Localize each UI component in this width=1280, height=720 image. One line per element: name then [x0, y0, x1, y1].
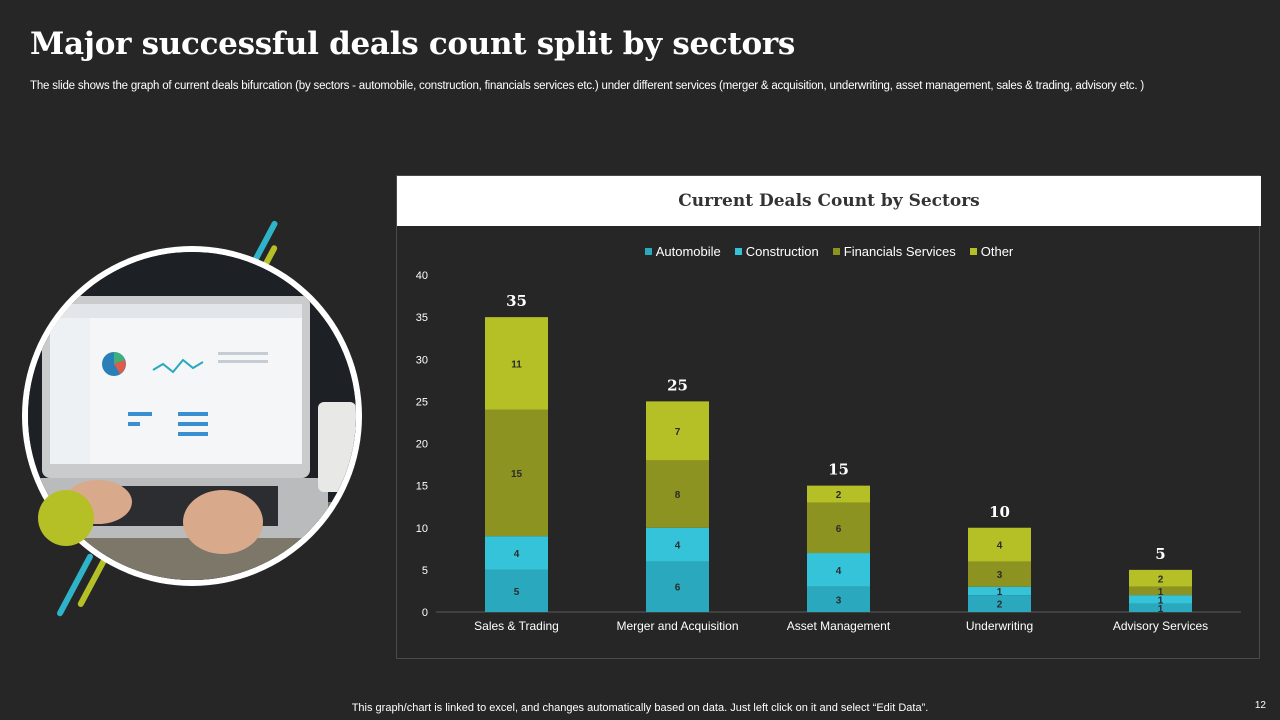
legend-label-other: Other: [980, 244, 1014, 259]
data-label: 15: [511, 469, 523, 480]
bar-segment: [1129, 595, 1192, 604]
legend-swatch-construction: [734, 248, 742, 255]
total-label: 25: [667, 376, 688, 394]
bar-segment: [485, 317, 548, 410]
total-label: 35: [506, 292, 527, 310]
y-tick-label: 30: [416, 354, 428, 366]
data-label: 8: [675, 490, 681, 501]
bar-segment: [1129, 603, 1192, 612]
bar-segment: [807, 586, 870, 612]
data-label: 7: [675, 427, 681, 438]
data-label: 6: [675, 583, 681, 594]
legend-item-other: Other: [969, 244, 1014, 259]
y-tick-label: 20: [416, 439, 428, 451]
data-label: 1: [997, 587, 1003, 598]
bar-segment: [646, 561, 709, 612]
bar-segment: [807, 485, 870, 503]
data-label: 2: [997, 600, 1003, 611]
legend-swatch-other: [969, 248, 977, 255]
x-tick-label: Merger and Acquisition: [616, 619, 738, 633]
bar-segment: [485, 569, 548, 612]
footer-note: This graph/chart is linked to excel, and…: [351, 702, 929, 714]
data-label: 4: [675, 541, 681, 552]
photo-decoration: [0, 200, 400, 620]
y-tick-label: 25: [416, 396, 428, 408]
bar-segment: [968, 561, 1031, 587]
data-label: 4: [997, 541, 1003, 552]
y-tick-label: 35: [416, 312, 428, 324]
bar-segment: [485, 409, 548, 537]
legend-label-construction: Construction: [745, 244, 819, 259]
data-label: 3: [836, 595, 842, 606]
bar-segment: [807, 502, 870, 554]
y-tick-label: 40: [416, 270, 428, 282]
chart-title: Current Deals Count by Sectors: [678, 191, 980, 211]
legend-swatch-automobile: [644, 248, 652, 255]
data-label: 5: [514, 587, 520, 598]
data-label: 11: [511, 359, 522, 370]
page-number: 12: [1254, 700, 1266, 711]
data-label: 2: [1158, 574, 1164, 585]
page-subtitle: The slide shows the graph of current dea…: [30, 80, 1144, 92]
y-tick-label: 15: [416, 481, 428, 493]
legend-label-financials-services: Financials Services: [843, 244, 956, 259]
page-title: Major successful deals count split by se…: [30, 26, 796, 62]
x-tick-label: Underwriting: [966, 619, 1033, 633]
data-label: 4: [836, 566, 842, 577]
bar-segment: [968, 527, 1031, 562]
legend-label-automobile: Automobile: [655, 244, 721, 259]
bar-segment: [646, 401, 709, 461]
x-tick-label: Advisory Services: [1113, 619, 1208, 633]
data-label: 3: [997, 570, 1003, 581]
data-label: 1: [1158, 604, 1164, 615]
legend-item-financials-services: Financials Services: [832, 244, 956, 259]
laptop-photo: [28, 252, 356, 580]
bar-segment: [646, 527, 709, 562]
legend-item-construction: Construction: [734, 244, 819, 259]
bar-segment: [485, 536, 548, 570]
x-tick-label: Asset Management: [787, 619, 891, 633]
bar-segment: [646, 460, 709, 528]
chart-title-bar: Current Deals Count by Sectors: [397, 176, 1261, 226]
x-tick-label: Sales & Trading: [474, 619, 559, 633]
y-tick-label: 0: [422, 607, 428, 619]
y-tick-label: 10: [416, 523, 428, 535]
y-tick-label: 5: [422, 565, 428, 577]
accent-dot: [38, 490, 94, 546]
data-label: 1: [1158, 595, 1164, 606]
bar-segment: [1129, 569, 1192, 587]
total-label: 15: [828, 461, 849, 479]
legend-item-automobile: Automobile: [644, 244, 721, 259]
bar-segment: [968, 595, 1031, 612]
bar-segment: [968, 586, 1031, 596]
total-label: 5: [1155, 545, 1165, 563]
total-label: 10: [989, 503, 1010, 521]
data-label: 4: [514, 549, 520, 560]
chart-legend: Automobile Construction Financials Servi…: [397, 244, 1261, 259]
laptop-photo-frame: [22, 246, 362, 586]
data-label: 2: [836, 490, 842, 501]
bar-segment: [1129, 586, 1192, 596]
data-label: 1: [1158, 587, 1164, 598]
legend-swatch-financials-services: [832, 248, 840, 255]
bar-segment: [807, 553, 870, 587]
data-label: 6: [836, 524, 842, 535]
